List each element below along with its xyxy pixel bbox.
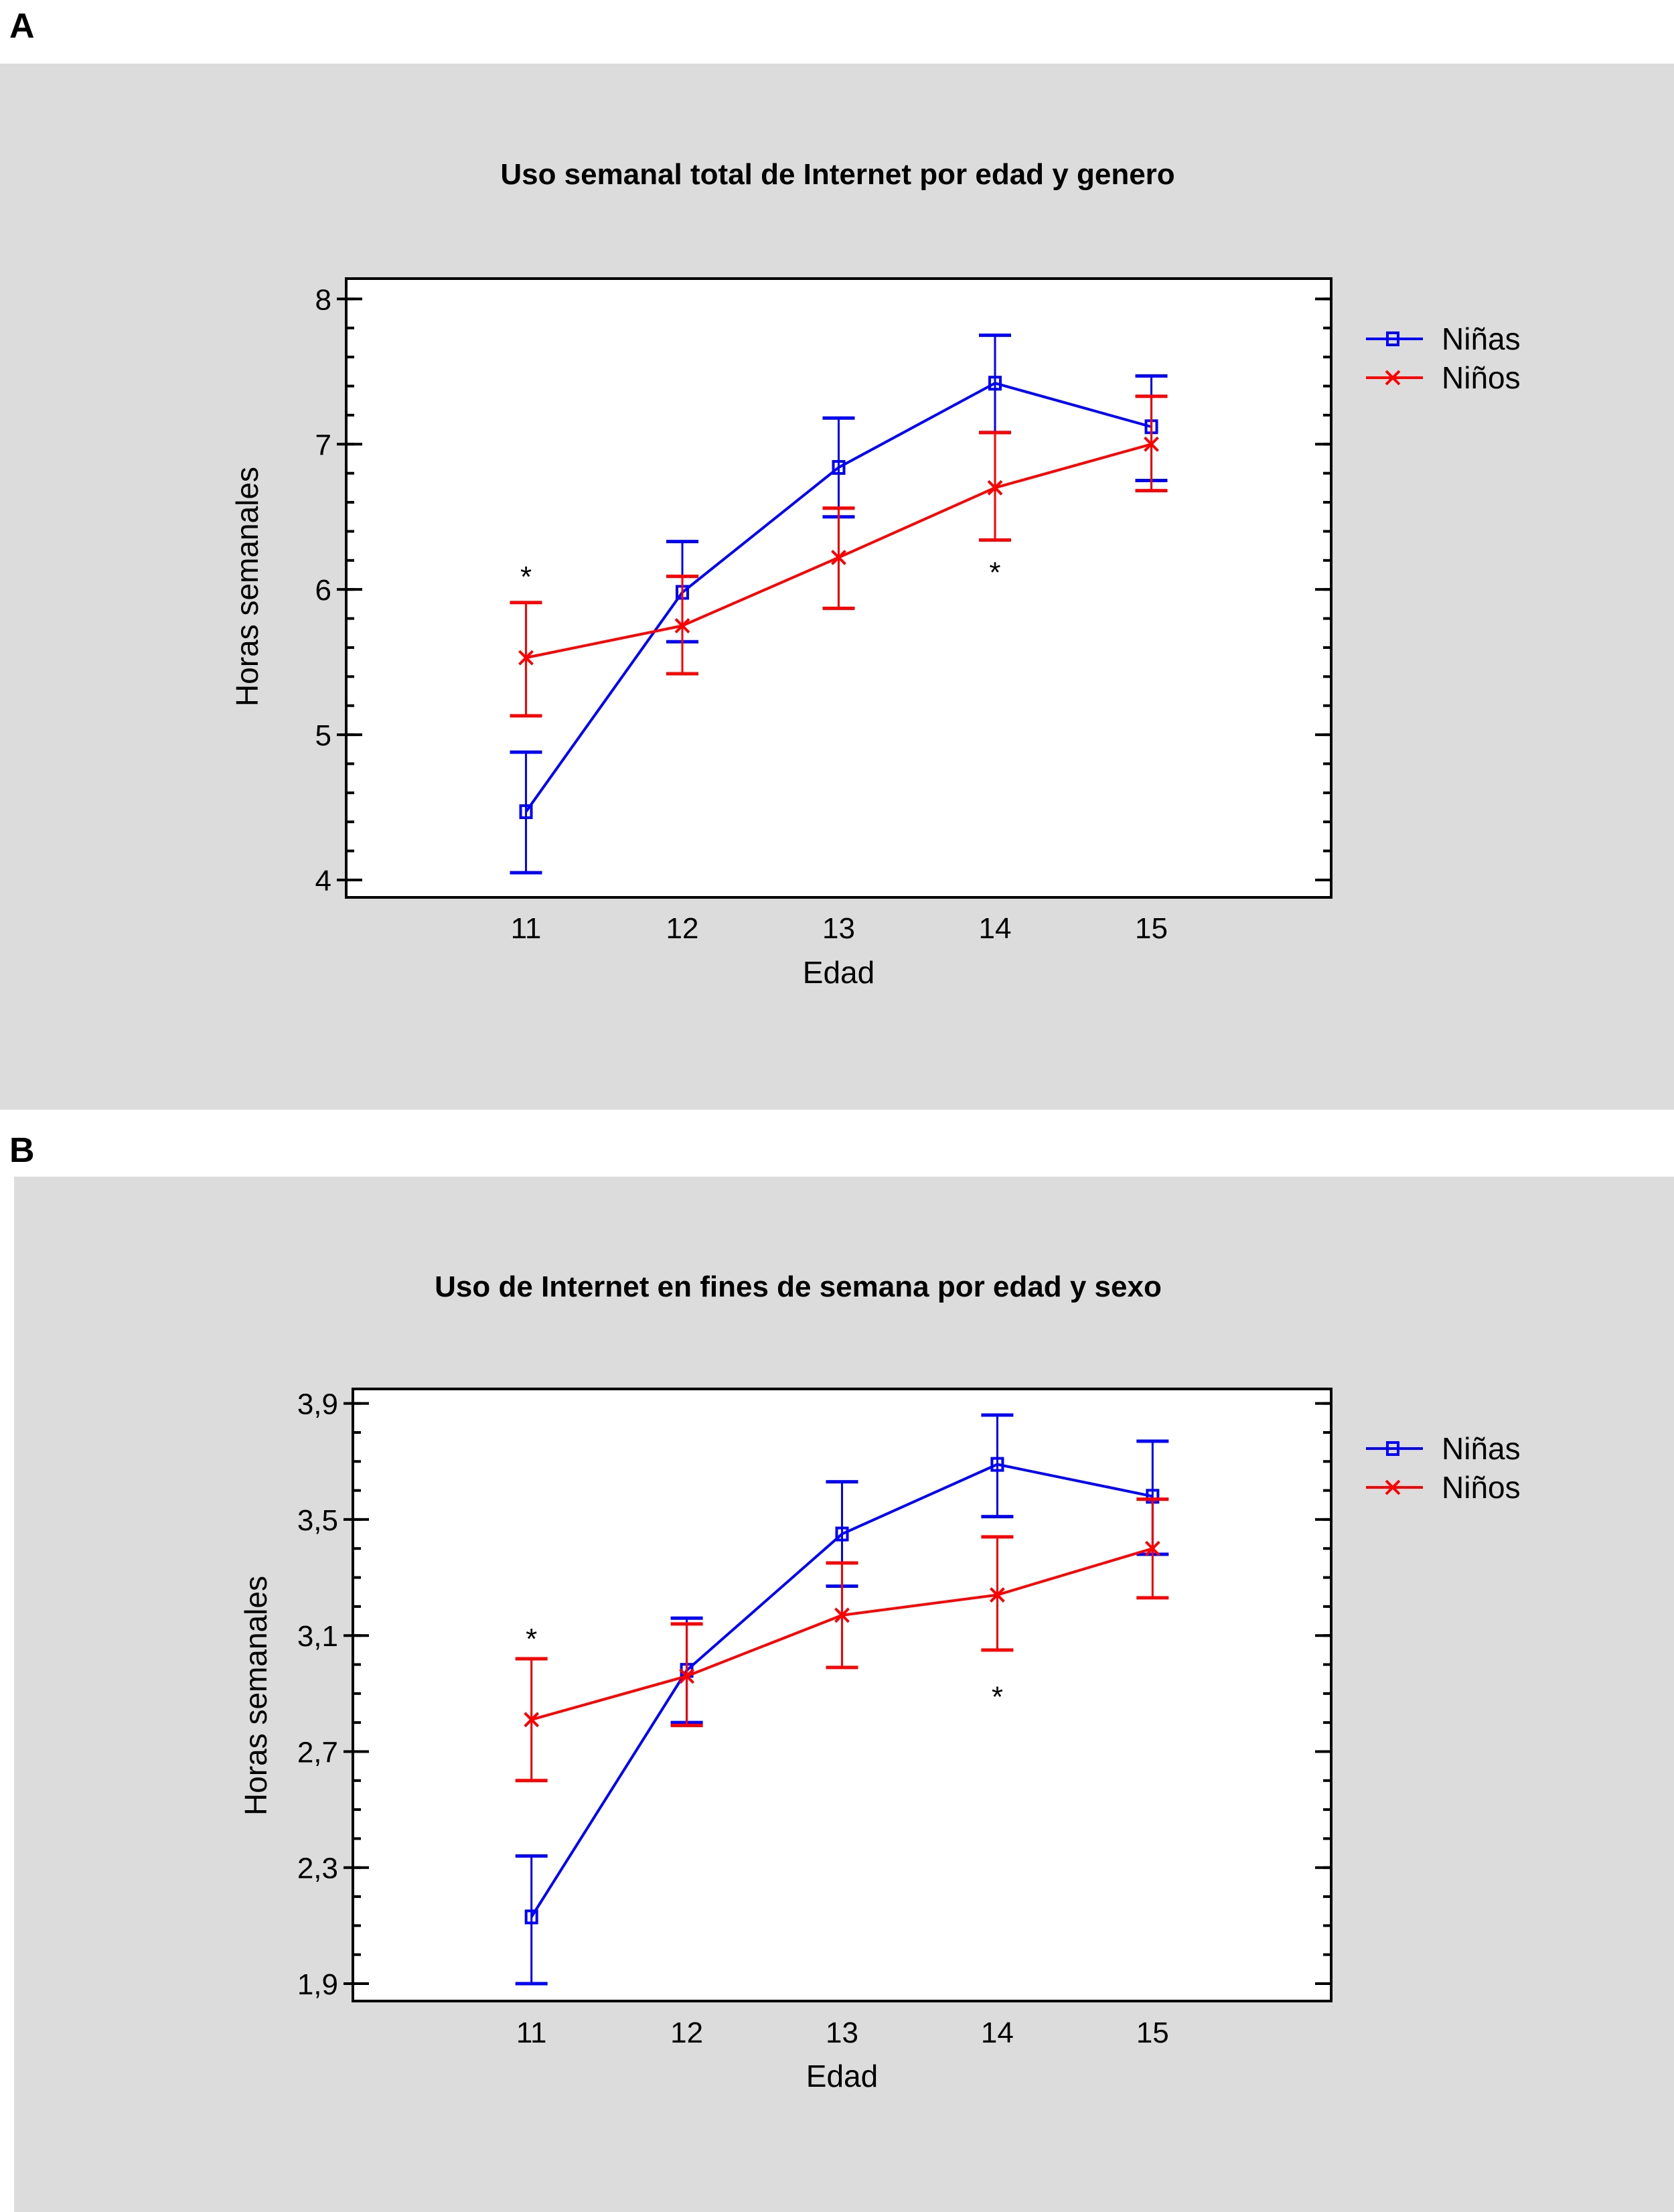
panel-label-a: A (9, 7, 35, 46)
data-point-marker (1144, 1540, 1160, 1556)
legend-entry: Niños (1442, 360, 1521, 395)
legend-marker-icon (1385, 1479, 1401, 1495)
data-point-marker (518, 650, 534, 666)
x-tick-label: 13 (826, 2016, 858, 2049)
significance-asterisk: * (520, 561, 532, 593)
data-point-marker (674, 617, 690, 634)
y-axis-label: Horas semanales (238, 1576, 273, 1816)
x-tick-label: 13 (822, 912, 855, 945)
legend-entry: Niñas (1442, 1431, 1521, 1466)
significance-asterisk: * (992, 1681, 1003, 1714)
legend-marker-icon (1386, 1441, 1399, 1456)
series-ninas (515, 1413, 1169, 1986)
x-tick-label: 11 (516, 2016, 547, 2049)
data-point-marker (831, 550, 846, 565)
legend-marker-icon (1386, 331, 1399, 346)
x-tick-label: 14 (979, 912, 1012, 945)
legend-entry: Niñas (1442, 321, 1521, 356)
data-point-marker (989, 1587, 1005, 1603)
y-tick-label: 2,7 (297, 1736, 338, 1769)
chart-panel-b: Uso de Internet en fines de semana por e… (238, 1270, 1521, 2093)
x-tick-label: 12 (666, 912, 699, 945)
data-point-marker (988, 376, 1002, 391)
data-point-marker (524, 1909, 538, 1925)
panel-label-b: B (9, 1131, 35, 1170)
data-point-marker (990, 1457, 1004, 1472)
y-tick-label: 6 (315, 574, 331, 607)
data-point-marker (519, 804, 533, 820)
y-tick-label: 3,5 (297, 1504, 338, 1537)
y-tick-label: 3,9 (297, 1388, 338, 1421)
data-point-marker (834, 1607, 850, 1623)
x-tick-label: 12 (670, 2016, 703, 2049)
data-point-marker (524, 1712, 540, 1728)
chart-title: Uso semanal total de Internet por edad y… (500, 158, 1174, 191)
x-tick-label: 15 (1136, 2016, 1169, 2049)
x-axis-label: Edad (806, 2059, 878, 2093)
x-tick-label: 11 (511, 912, 542, 945)
data-point-marker (835, 1526, 849, 1542)
y-tick-label: 1,9 (297, 1968, 338, 2001)
legend-entry: Niños (1442, 1470, 1521, 1505)
x-tick-label: 14 (981, 2016, 1014, 2049)
chart-title: Uso de Internet en fines de semana por e… (435, 1270, 1162, 1303)
y-tick-label: 2,3 (297, 1852, 338, 1885)
y-tick-label: 7 (315, 429, 331, 461)
series-ninos (515, 1497, 1169, 1783)
y-axis-label: Horas semanales (230, 467, 264, 707)
series-ninos (510, 394, 1168, 718)
significance-asterisk: * (526, 1623, 537, 1655)
x-tick-label: 15 (1135, 912, 1168, 945)
data-point-marker (679, 1668, 695, 1684)
y-tick-label: 5 (315, 719, 331, 752)
significance-asterisk: * (989, 556, 1000, 589)
data-point-marker (987, 480, 1003, 496)
legend-marker-icon (1385, 370, 1401, 386)
data-point-marker (832, 459, 846, 475)
x-axis-label: Edad (803, 955, 874, 990)
chart-panel-a: Uso semanal total de Internet por edad y… (230, 158, 1521, 990)
y-tick-label: 3,1 (297, 1620, 338, 1653)
y-tick-label: 4 (315, 865, 331, 897)
y-tick-label: 8 (315, 283, 331, 316)
data-point-marker (1144, 436, 1159, 452)
